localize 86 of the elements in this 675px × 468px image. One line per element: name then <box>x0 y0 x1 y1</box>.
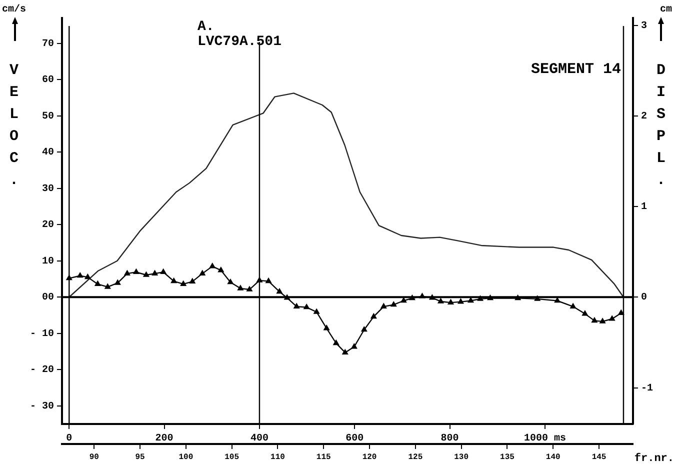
point <box>390 302 397 307</box>
point <box>94 280 101 286</box>
point <box>600 318 606 324</box>
point <box>477 296 484 301</box>
y2-tick-label: 2 <box>641 111 648 122</box>
point <box>180 280 186 286</box>
x2-tick-label: 120 <box>362 452 377 462</box>
point <box>210 263 216 268</box>
y2-axis-title: DISPL. <box>656 62 666 189</box>
point <box>618 310 624 315</box>
x2-tick-label: 140 <box>546 452 561 462</box>
point <box>351 344 358 349</box>
point <box>554 298 560 303</box>
text: cm/s <box>2 4 26 16</box>
point <box>609 316 615 321</box>
point <box>361 326 368 332</box>
point <box>84 274 91 280</box>
y-tick-label: 20 <box>42 220 54 232</box>
point <box>160 268 166 274</box>
ref-line-label: A. LVC79A.501 <box>197 19 282 50</box>
point <box>133 268 140 274</box>
point <box>333 340 339 346</box>
point <box>190 278 196 284</box>
point <box>582 310 588 316</box>
point <box>170 278 177 284</box>
x2-tick-label: 95 <box>135 452 146 462</box>
point <box>200 270 206 276</box>
point <box>438 298 444 304</box>
x2-tick-label: 105 <box>224 452 240 462</box>
y-tick-label: 50 <box>42 111 54 122</box>
x2-tick-label: 135 <box>500 452 515 462</box>
point <box>534 296 540 301</box>
x-tick-label: 800 <box>440 434 459 445</box>
point <box>400 298 406 303</box>
x-tick-label: 0 <box>66 434 72 445</box>
x2-tick-label: 100 <box>178 452 194 462</box>
y2-tick-label: -1 <box>641 383 654 394</box>
x2-tick-label: 125 <box>408 452 423 462</box>
point <box>342 349 348 354</box>
y-tick-label: - 20 <box>30 365 54 376</box>
point <box>294 303 300 308</box>
x-tick-label: 1000 ms <box>524 434 566 445</box>
y-tick-label: 60 <box>42 75 54 86</box>
point <box>458 298 464 304</box>
point <box>228 279 234 284</box>
y-tick-label: 30 <box>42 184 54 195</box>
point <box>448 299 454 304</box>
point <box>324 325 330 330</box>
x2-tick-label: 130 <box>454 452 469 462</box>
x2-tick-label: 90 <box>89 452 100 462</box>
y-tick-label: - 10 <box>30 328 54 340</box>
point <box>238 285 244 290</box>
x2-tick-label: 115 <box>316 452 332 462</box>
point <box>266 278 272 284</box>
x-tick-label: 200 <box>155 434 174 445</box>
point <box>276 288 282 294</box>
y2-tick-label: 0 <box>641 292 648 304</box>
point <box>143 272 150 277</box>
y-tick-label: 70 <box>42 38 54 50</box>
y-tick-label: 10 <box>42 256 54 268</box>
point <box>570 303 576 308</box>
point <box>380 303 387 308</box>
point <box>592 317 598 323</box>
point <box>152 270 158 276</box>
point <box>304 304 310 310</box>
point <box>124 270 130 276</box>
point <box>114 280 121 285</box>
x2-tick-label: 145 <box>592 452 606 462</box>
point <box>218 267 224 272</box>
text: SEGMENT 14 <box>530 61 621 78</box>
point <box>468 298 474 303</box>
point <box>314 308 320 314</box>
y-tick-label: 40 <box>42 148 54 159</box>
x-tick-label: 600 <box>346 434 364 445</box>
x2-tick-label: 110 <box>270 452 286 462</box>
point <box>104 284 111 289</box>
y2-tick-label: 3 <box>641 20 648 32</box>
y-tick-label: - 30 <box>30 401 54 412</box>
x-tick-label: 400 <box>250 434 268 445</box>
y2-tick-label: 1 <box>641 202 648 214</box>
x2-axis-title: fr.nr. <box>634 452 674 465</box>
point <box>77 272 83 278</box>
y-axis-title: VELOC. <box>9 62 19 189</box>
y-tick-label: 00 <box>42 292 54 304</box>
text: cm <box>660 4 672 16</box>
point <box>246 286 252 292</box>
